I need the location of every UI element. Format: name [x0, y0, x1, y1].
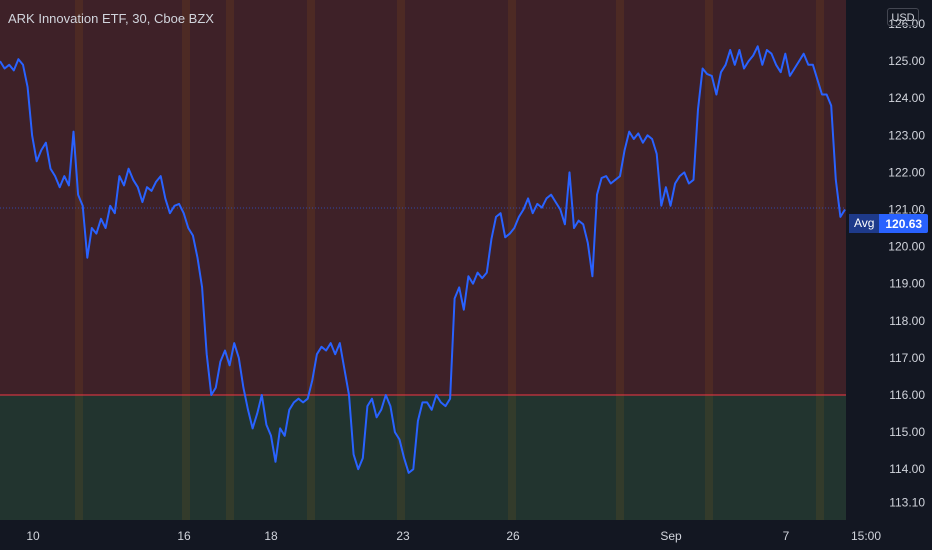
y-tick-label: 125.00: [888, 54, 925, 68]
currency-button[interactable]: USD: [887, 8, 919, 26]
upper-zone-background: [0, 0, 846, 395]
session-band: [508, 0, 516, 520]
avg-price-tag: Avg 120.63: [849, 214, 928, 233]
y-tick-label: 114.00: [889, 462, 925, 476]
y-tick-label: 123.00: [888, 128, 925, 142]
session-band: [705, 0, 713, 520]
y-tick-label: 118.00: [889, 314, 925, 328]
avg-label: Avg: [849, 214, 880, 233]
avg-value: 120.63: [885, 216, 923, 231]
x-tick-label: Sep: [660, 529, 682, 543]
chart-title: ARK Innovation ETF, 30, Cboe BZX: [8, 11, 214, 26]
session-band: [816, 0, 824, 520]
price-series-line: [0, 45, 846, 474]
y-tick-label: 116.00: [889, 388, 925, 402]
lower-zone-background: [0, 395, 846, 520]
y-tick-label: 126.00: [888, 17, 925, 31]
x-tick-label: 10: [26, 529, 40, 543]
session-band: [226, 0, 234, 520]
y-tick-label: 121.00: [888, 203, 925, 217]
y-tick-label: 122.00: [888, 165, 925, 179]
x-tick-label: 16: [177, 529, 191, 543]
x-tick-label: 15:00: [851, 529, 881, 543]
session-band: [397, 0, 405, 520]
x-tick-label: 18: [264, 529, 278, 543]
session-band: [616, 0, 624, 520]
y-tick-label: 117.00: [889, 351, 925, 365]
session-band: [75, 0, 83, 520]
session-band: [182, 0, 190, 520]
x-tick-label: 26: [506, 529, 520, 543]
y-tick-label: 115.00: [889, 425, 925, 439]
x-tick-label: 7: [783, 529, 790, 543]
session-band: [307, 0, 315, 520]
x-tick-label: 23: [396, 529, 410, 543]
y-tick-label: 113.10: [889, 496, 925, 510]
y-tick-label: 120.00: [888, 240, 925, 254]
y-tick-label: 119.00: [889, 277, 925, 291]
y-tick-label: 124.00: [888, 91, 925, 105]
